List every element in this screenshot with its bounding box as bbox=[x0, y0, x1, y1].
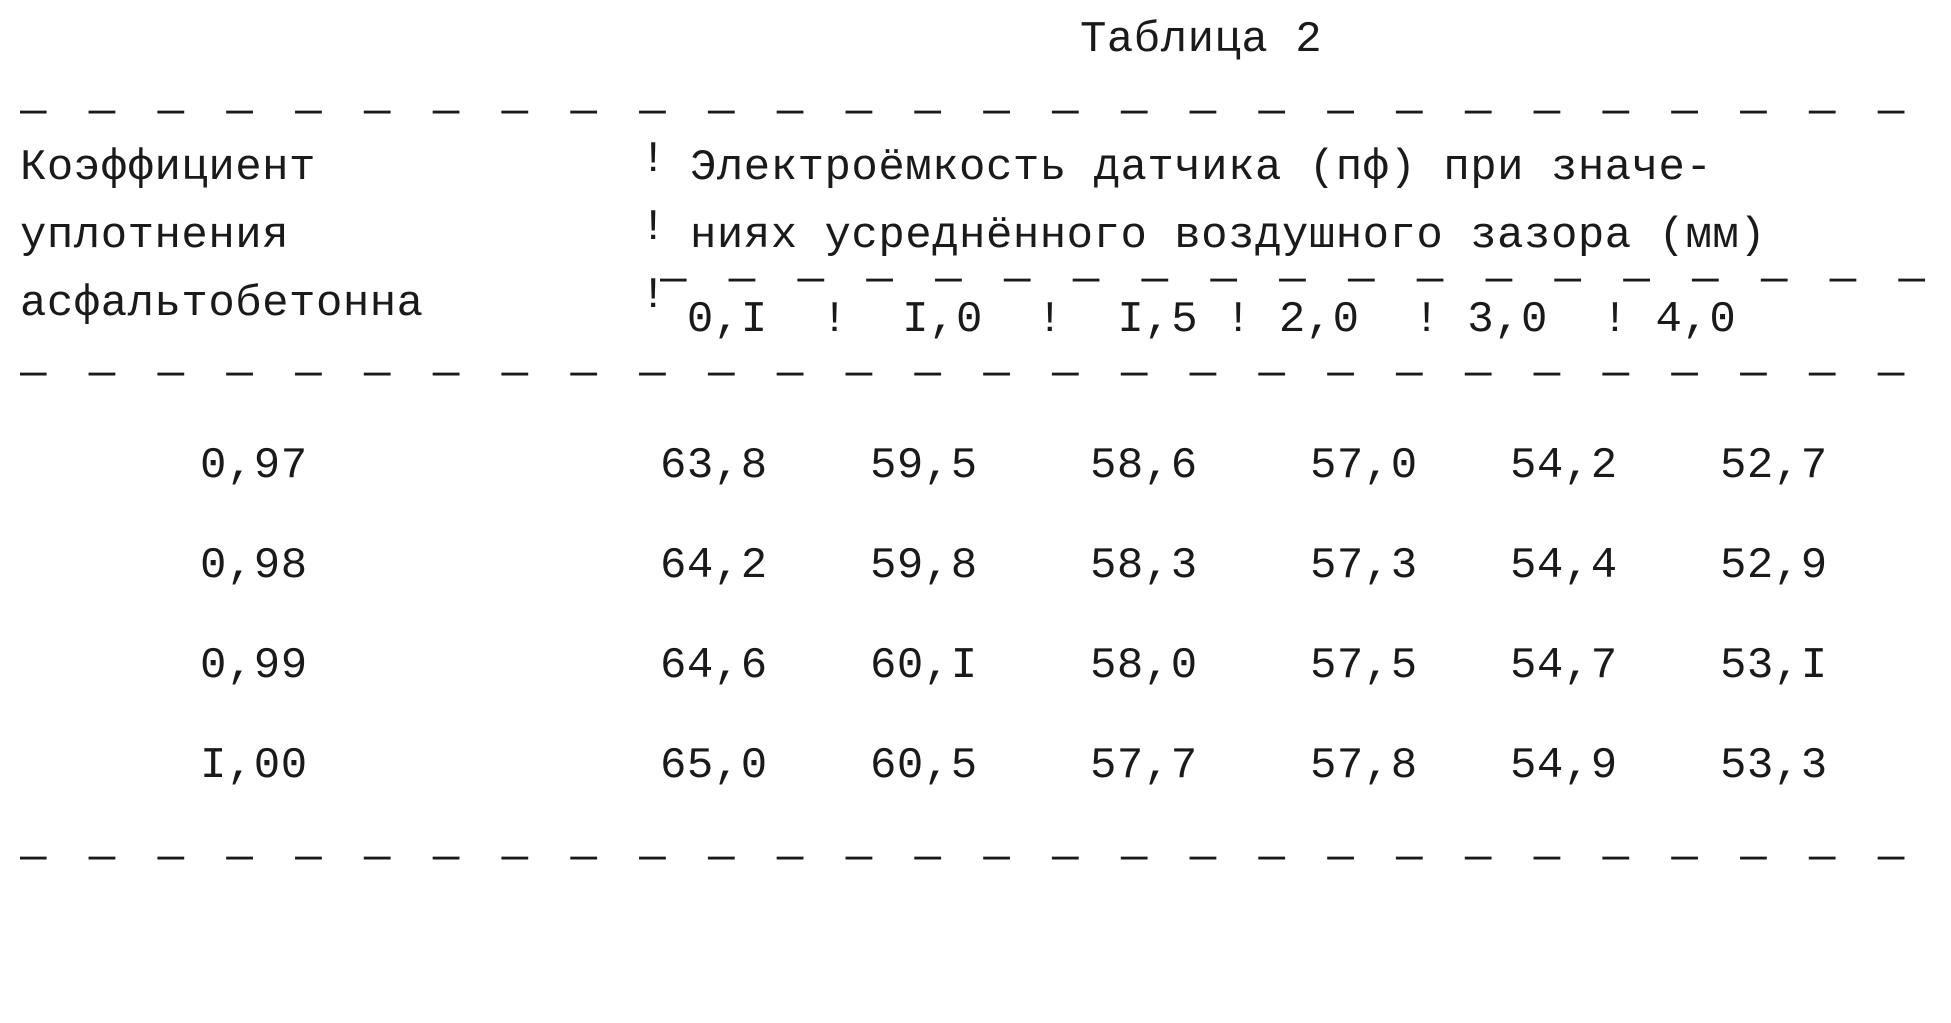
cell-k: I,00 bbox=[200, 716, 660, 816]
cell-v: 57,5 bbox=[1310, 616, 1510, 716]
cell-k: 0,97 bbox=[200, 416, 660, 516]
table-row: 0,97 63,8 59,5 58,6 57,0 54,2 52,7 bbox=[200, 416, 1900, 516]
sub-column-headers: 0,I ! I,0 ! I,5 ! 2,0 ! 3,0 ! 4,0 bbox=[660, 298, 1931, 342]
cell-v: 52,7 bbox=[1720, 416, 1900, 516]
cell-v: 64,2 bbox=[660, 516, 870, 616]
spanning-header-text: Электроёмкость датчика (пф) при значе- н… bbox=[690, 143, 1766, 261]
cell-v: 59,8 bbox=[870, 516, 1090, 616]
table-row: 0,99 64,6 60,I 58,0 57,5 54,7 53,I bbox=[200, 616, 1900, 716]
col-header-3: 2,0 bbox=[1279, 295, 1360, 345]
cell-v: 63,8 bbox=[660, 416, 870, 516]
row-header-label: Коэффициент уплотнения асфальтобетонна bbox=[20, 134, 640, 339]
table-row: I,00 65,0 60,5 57,7 57,8 54,9 53,3 bbox=[200, 716, 1900, 816]
cell-v: 65,0 bbox=[660, 716, 870, 816]
cell-v: 59,5 bbox=[870, 416, 1090, 516]
cell-v: 52,9 bbox=[1720, 516, 1900, 616]
cell-v: 57,8 bbox=[1310, 716, 1510, 816]
table-header-block: Коэффициент уплотнения асфальтобетонна !… bbox=[20, 126, 1931, 396]
cell-v: 58,3 bbox=[1090, 516, 1310, 616]
cell-k: 0,99 bbox=[200, 616, 660, 716]
cell-v: 57,3 bbox=[1310, 516, 1510, 616]
bottom-border-dashes: — — — — — — — — — — — — — — — — — — — — … bbox=[20, 836, 1931, 872]
cell-v: 57,0 bbox=[1310, 416, 1510, 516]
cell-v: 58,0 bbox=[1090, 616, 1310, 716]
col-header-0: 0,I bbox=[687, 295, 768, 345]
cell-v: 53,3 bbox=[1720, 716, 1900, 816]
col-header-2: I,5 bbox=[1117, 295, 1198, 345]
cell-v: 57,7 bbox=[1090, 716, 1310, 816]
spanning-column-header: Электроёмкость датчика (пф) при значе- н… bbox=[690, 134, 1931, 270]
cell-k: 0,98 bbox=[200, 516, 660, 616]
col-header-1: I,0 bbox=[902, 295, 983, 345]
top-border-dashes: — — — — — — — — — — — — — — — — — — — — … bbox=[20, 90, 1931, 126]
table-row: 0,98 64,2 59,8 58,3 57,3 54,4 52,9 bbox=[200, 516, 1900, 616]
cell-v: 54,4 bbox=[1510, 516, 1720, 616]
col-header-4: 3,0 bbox=[1467, 295, 1548, 345]
page: Таблица 2 — — — — — — — — — — — — — — — … bbox=[0, 0, 1951, 1023]
data-table: 0,97 63,8 59,5 58,6 57,0 54,2 52,7 0,98 … bbox=[200, 416, 1900, 816]
cell-v: 60,I bbox=[870, 616, 1090, 716]
cell-v: 53,I bbox=[1720, 616, 1900, 716]
table-title: Таблица 2 bbox=[20, 18, 1931, 62]
cell-v: 54,2 bbox=[1510, 416, 1720, 516]
cell-v: 58,6 bbox=[1090, 416, 1310, 516]
cell-v: 60,5 bbox=[870, 716, 1090, 816]
cell-v: 64,6 bbox=[660, 616, 870, 716]
cell-v: 54,7 bbox=[1510, 616, 1720, 716]
cell-v: 54,9 bbox=[1510, 716, 1720, 816]
col-header-5: 4,0 bbox=[1656, 295, 1737, 345]
header-bottom-dashes: — — — — — — — — — — — — — — — — — — — — … bbox=[20, 352, 1931, 392]
